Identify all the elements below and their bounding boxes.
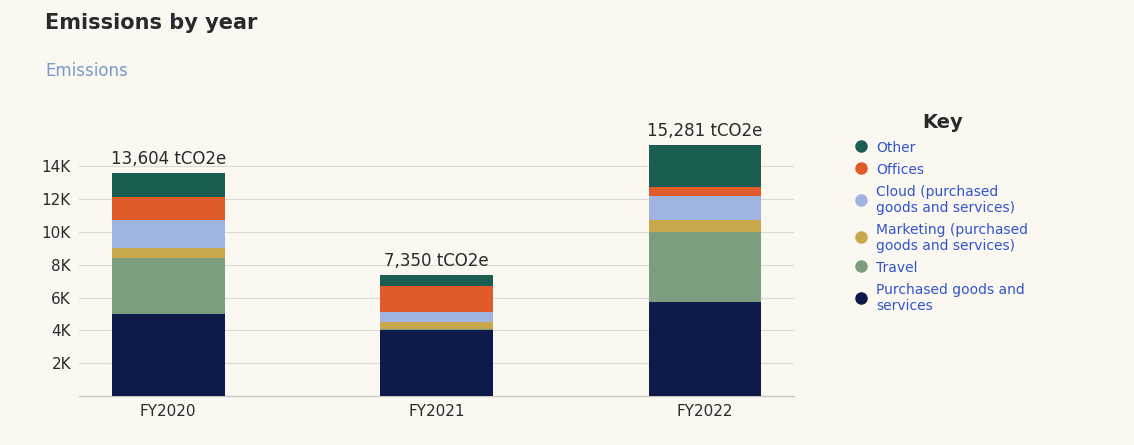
Text: 13,604 tCO2e: 13,604 tCO2e [111,150,226,168]
Text: 7,350 tCO2e: 7,350 tCO2e [384,252,489,271]
Bar [112,314,225,396]
Text: 15,281 tCO2e: 15,281 tCO2e [648,122,763,140]
Bar [380,330,493,396]
Bar [649,145,761,186]
Bar [112,258,225,314]
Text: Emissions by year: Emissions by year [45,13,257,33]
Bar [649,196,761,220]
Bar [380,275,493,286]
Text: Emissions: Emissions [45,62,128,80]
Bar [649,186,761,196]
Bar [380,322,493,329]
Bar [649,220,761,232]
Bar [112,220,225,248]
Bar [380,329,493,330]
Bar [112,197,225,220]
Bar [380,312,493,322]
Legend: Other, Offices, Cloud (purchased
goods and services), Marketing (purchased
goods: Other, Offices, Cloud (purchased goods a… [858,113,1027,313]
Bar [649,232,761,303]
Bar [649,303,761,396]
Bar [112,248,225,258]
Bar [380,286,493,312]
Bar [112,173,225,197]
